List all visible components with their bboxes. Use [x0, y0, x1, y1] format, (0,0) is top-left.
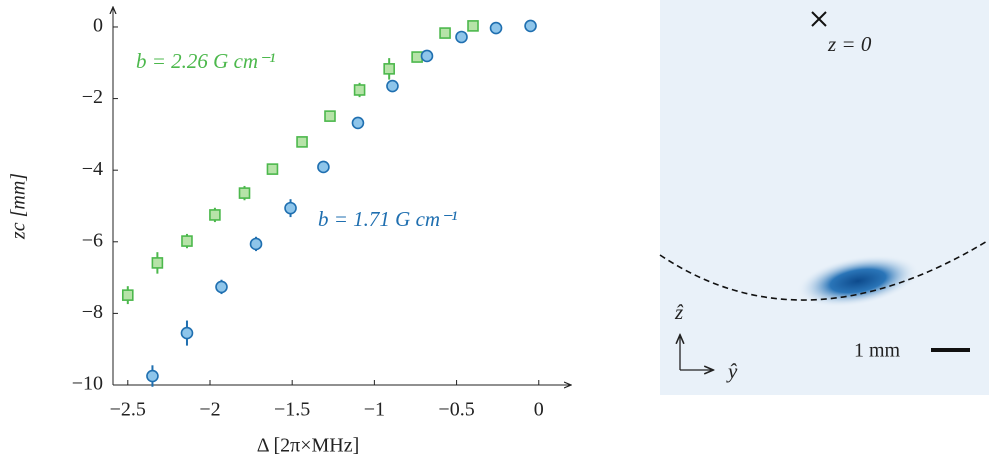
data-point	[181, 235, 193, 247]
scale-label: 1 mm	[854, 340, 901, 362]
atom-cloud	[796, 255, 920, 307]
data-point	[151, 257, 164, 269]
x-tick-label: −1.5	[274, 399, 310, 421]
data-point	[455, 30, 468, 44]
data-point	[420, 49, 434, 63]
data-point	[209, 209, 221, 221]
image-panel: z = 0 ẑ ŷ 1 mm	[659, 0, 989, 395]
y-tick-label: −2	[82, 86, 103, 108]
x-tick-label: 0	[534, 399, 544, 421]
data-point	[411, 51, 423, 63]
x-tick-label: −0.5	[438, 399, 474, 421]
data-point	[284, 201, 297, 215]
x-tick-label: −2.5	[110, 399, 146, 421]
data-point	[386, 79, 399, 93]
y-tick-label: −4	[82, 158, 103, 180]
scale-bar	[931, 348, 970, 352]
data-point	[351, 116, 365, 130]
data-point	[215, 280, 228, 294]
data-point	[324, 110, 336, 122]
data-point	[353, 84, 366, 96]
data-point	[266, 163, 279, 175]
data-point	[467, 20, 479, 32]
series-label: b = 1.71 G cm⁻¹	[318, 207, 457, 231]
data-point	[524, 19, 537, 33]
x-tick-label: −2	[199, 399, 220, 421]
y-tick-label: 0	[93, 15, 103, 37]
marker-label: z = 0	[827, 32, 872, 56]
y-tick-label: −10	[72, 373, 103, 395]
series-label: b = 2.26 G cm⁻¹	[136, 49, 275, 73]
absorption-image	[660, 0, 989, 395]
z-axis-label: ẑ	[674, 300, 684, 324]
data-point	[180, 326, 194, 340]
y-axis-label: zc [mm]	[8, 173, 30, 240]
data-point	[249, 237, 263, 251]
data-point	[489, 21, 503, 35]
data-point	[146, 369, 159, 383]
x-tick-label: −1	[364, 399, 385, 421]
y-tick-label: −8	[82, 301, 103, 323]
y-tick-label: −6	[82, 229, 103, 251]
data-point	[296, 136, 308, 148]
cross-marker	[811, 11, 827, 27]
y-axis-label: ŷ	[726, 359, 738, 383]
data-point	[383, 63, 395, 75]
data-point	[439, 27, 451, 39]
data-point	[121, 289, 134, 301]
data-point	[317, 160, 330, 174]
dashed-arc	[659, 239, 989, 301]
data-point	[238, 187, 251, 199]
x-axis-label: Δ [2π×MHz]	[257, 435, 360, 457]
